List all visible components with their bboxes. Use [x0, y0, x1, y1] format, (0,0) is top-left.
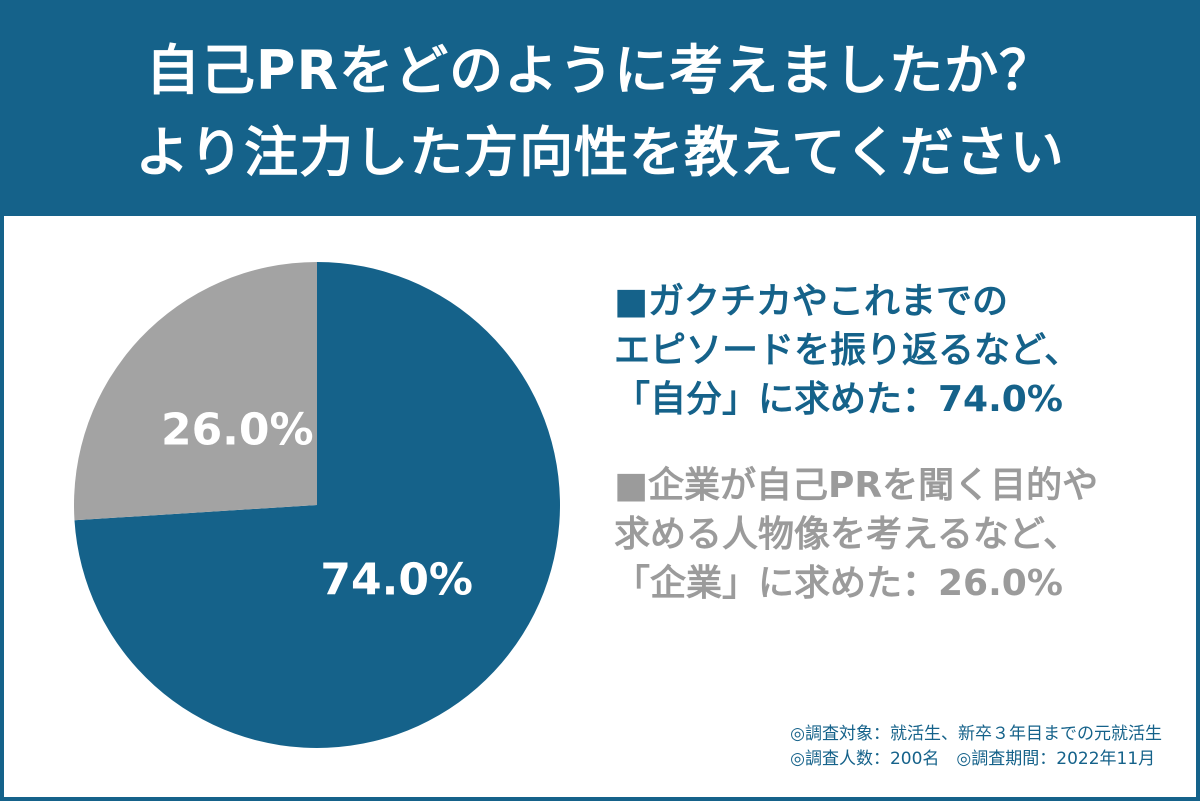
legend-self-line-2: エピソードを振り返るなど、	[614, 330, 1081, 371]
survey-footnotes: ◎調査対象：就活生、新卒３年目までの元就活生 ◎調査人数：200名 ◎調査期間：…	[790, 722, 1162, 772]
pie-chart: 74.0% 26.0%	[74, 262, 561, 748]
legend-company-line-3: 「企業」に求めた：26.0%	[614, 563, 1063, 604]
legend-company-line-2: 求める人物像を考えるなど、	[614, 514, 1080, 555]
legend-self-line-3: 「自分」に求めた：74.0%	[614, 379, 1063, 420]
legend-company-line-1: ■企業が自己PRを聞く目的や	[614, 465, 1099, 506]
legend-self-line-1: ■ガクチカやこれまでの	[614, 281, 1009, 322]
header-banner: 自己PRをどのように考えましたか？ より注力した方向性を教えてください	[4, 4, 1196, 216]
footnote-survey-target: ◎調査対象：就活生、新卒３年目までの元就活生	[790, 724, 1162, 744]
pie-slice-label-0: 74.0%	[320, 554, 473, 605]
legend-entry-self: ■ガクチカやこれまでの エピソードを振り返るなど、 「自分」に求めた：74.0%	[614, 277, 1174, 424]
pie-slice-1	[74, 262, 317, 521]
legend-entry-company: ■企業が自己PRを聞く目的や 求める人物像を考えるなど、 「企業」に求めた：26…	[614, 461, 1174, 608]
pie-slice-label-1: 26.0%	[161, 405, 314, 456]
title-line-2: より注力した方向性を教えてください	[135, 121, 1065, 184]
footnote-survey-count-period: ◎調査人数：200名 ◎調査期間：2022年11月	[790, 749, 1156, 769]
pie-slice-0	[74, 262, 561, 748]
pie-chart-container: 74.0% 26.0%	[72, 260, 562, 750]
title-line-1: 自己PRをどのように考えましたか？	[145, 39, 1055, 102]
